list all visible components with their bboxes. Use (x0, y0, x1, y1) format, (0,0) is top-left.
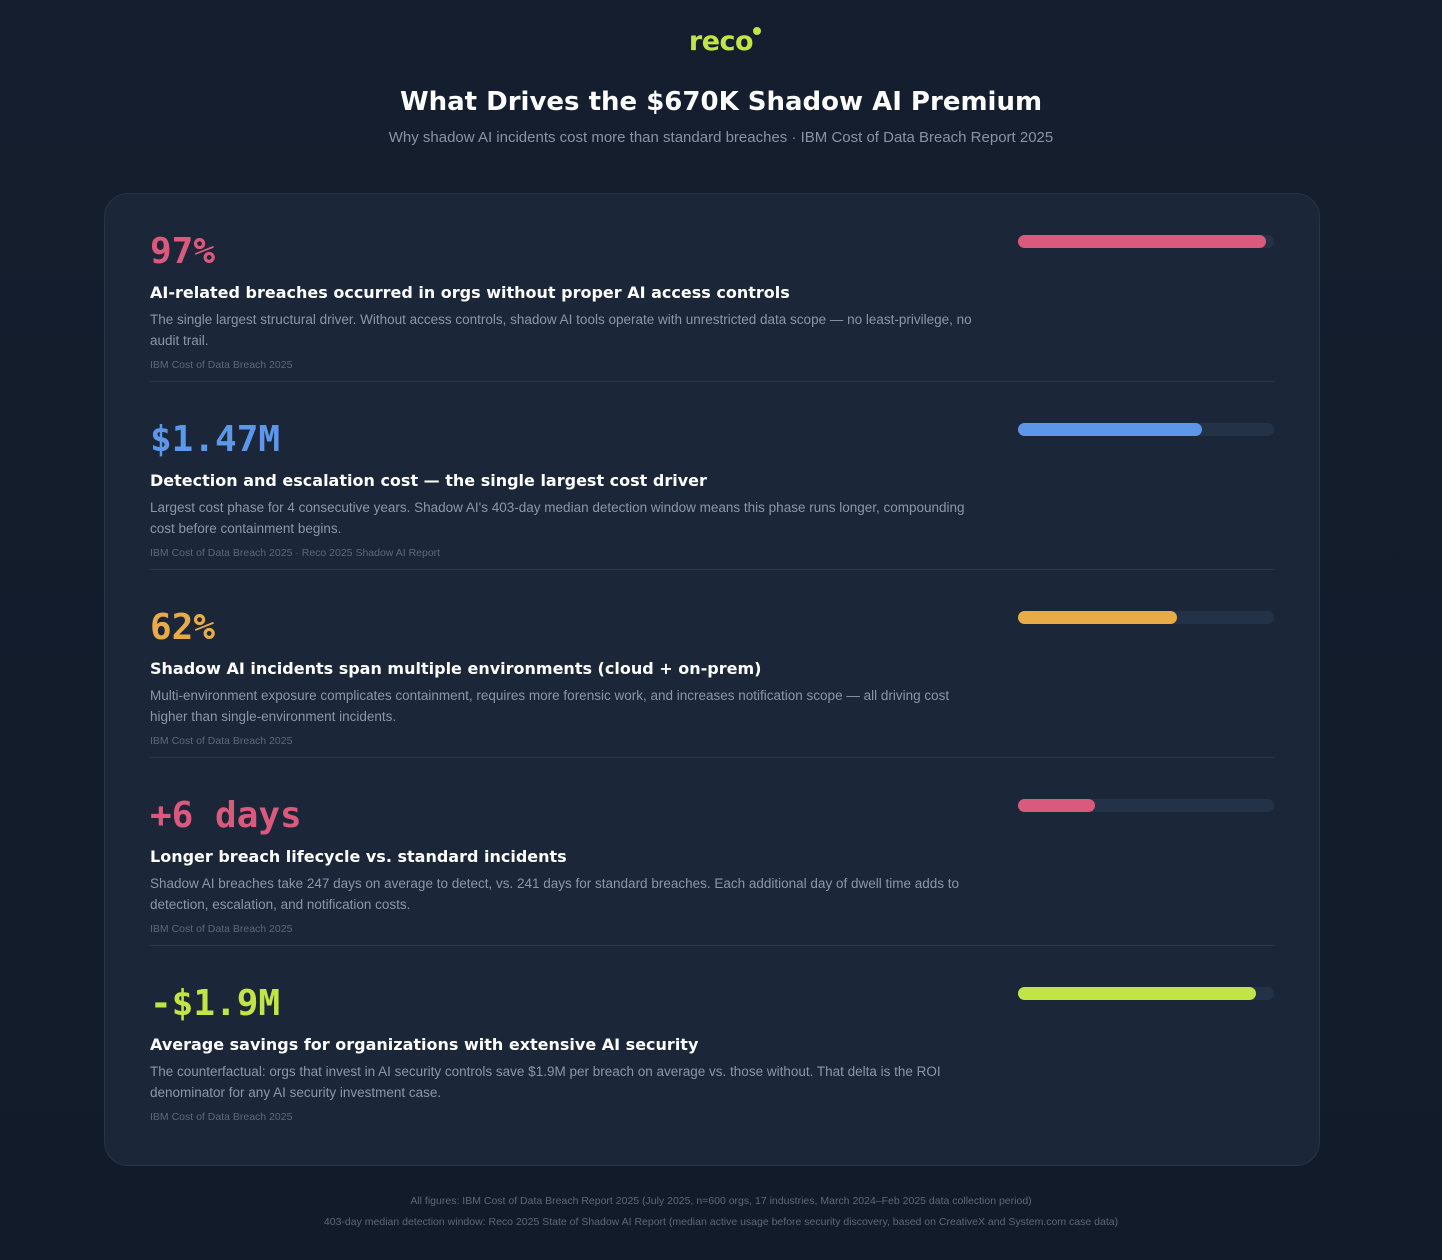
footer-note-detection: 403-day median detection window: Reco 20… (323, 1216, 1119, 1228)
progress-bar-fill (1018, 423, 1203, 436)
progress-bar-track (1018, 611, 1274, 624)
metric-value: $1.47M (150, 419, 281, 460)
page-title: What Drives the $670K Shadow AI Premium (399, 87, 1043, 117)
metric-value: 97% (150, 231, 216, 272)
progress-bar-fill (1018, 987, 1257, 1000)
driver-source: IBM Cost of Data Breach 2025 · Reco 2025… (150, 547, 441, 559)
driver-row: +6 days Longer breach lifecycle vs. stan… (150, 758, 1274, 946)
metric-value: -$1.9M (150, 983, 281, 1024)
driver-description: Largest cost phase for 4 consecutive yea… (150, 500, 965, 536)
logo-text: reco (688, 26, 754, 57)
page-subtitle: Why shadow AI incidents cost more than s… (388, 129, 1054, 146)
driver-row: -$1.9M Average savings for organizations… (150, 946, 1274, 1134)
driver-headline: Longer breach lifecycle vs. standard inc… (150, 847, 567, 866)
driver-description: The counterfactual: orgs that invest in … (150, 1064, 941, 1100)
driver-source: IBM Cost of Data Breach 2025 (150, 1111, 293, 1123)
drivers-card: 97% AI-related breaches occurred in orgs… (104, 193, 1320, 1166)
driver-row: 97% AI-related breaches occurred in orgs… (150, 194, 1274, 382)
driver-source: IBM Cost of Data Breach 2025 (150, 735, 293, 747)
metric-value: +6 days (150, 795, 302, 836)
driver-source: IBM Cost of Data Breach 2025 (150, 923, 293, 935)
logo-dot-icon (753, 27, 762, 35)
driver-description: Multi-environment exposure complicates c… (150, 688, 950, 724)
driver-source: IBM Cost of Data Breach 2025 (150, 359, 293, 371)
driver-row: 62% Shadow AI incidents span multiple en… (150, 570, 1274, 758)
driver-headline: AI-related breaches occurred in orgs wit… (150, 283, 790, 302)
driver-description: Shadow AI breaches take 247 days on aver… (150, 876, 960, 912)
progress-bar-fill (1018, 235, 1267, 248)
driver-row: $1.47M Detection and escalation cost — t… (150, 382, 1274, 570)
progress-bar-track (1018, 987, 1274, 1000)
logo: reco (0, 26, 1442, 58)
logo-wordmark: reco (688, 26, 762, 58)
progress-bar-fill (1018, 799, 1095, 812)
driver-headline: Shadow AI incidents span multiple enviro… (150, 659, 762, 678)
driver-description: The single largest structural driver. Wi… (150, 312, 972, 348)
progress-bar-fill (1018, 611, 1177, 624)
progress-bar-track (1018, 235, 1274, 248)
driver-headline: Detection and escalation cost — the sing… (150, 471, 707, 490)
progress-bar-track (1018, 423, 1274, 436)
driver-headline: Average savings for organizations with e… (150, 1035, 699, 1054)
metric-value: 62% (150, 607, 216, 648)
progress-bar-track (1018, 799, 1274, 812)
footer-note-figures: All figures: IBM Cost of Data Breach Rep… (410, 1195, 1032, 1207)
